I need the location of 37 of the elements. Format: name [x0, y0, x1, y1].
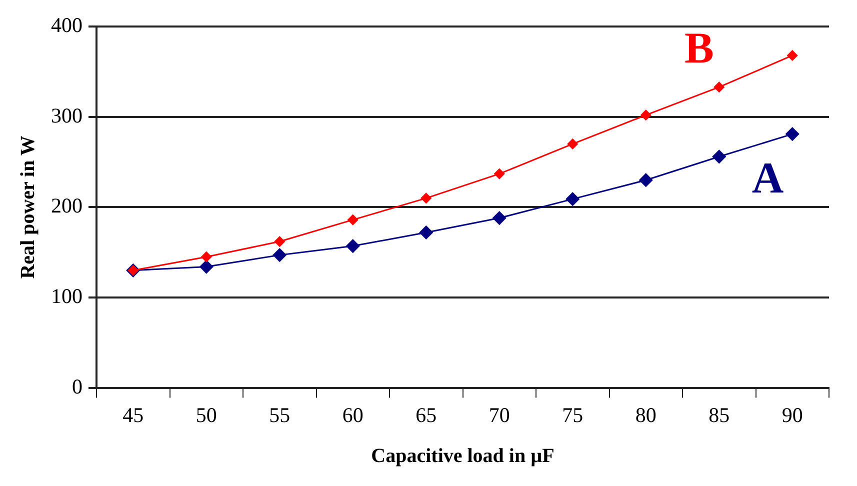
y-tick-label: 0	[72, 374, 82, 398]
point	[639, 173, 653, 187]
point	[419, 226, 433, 240]
point	[492, 211, 506, 225]
point	[786, 127, 800, 141]
point	[348, 214, 358, 226]
point	[346, 239, 360, 253]
x-tick-label: 45	[122, 402, 144, 427]
y-tick-label: 400	[51, 13, 82, 38]
point	[200, 260, 214, 274]
point	[272, 248, 286, 262]
x-axis-title: Capacitive load in µF	[371, 445, 554, 468]
series-label: A	[752, 154, 784, 203]
x-tick-label: 85	[708, 402, 730, 427]
point	[420, 192, 432, 204]
point	[274, 236, 285, 247]
y-tick-label: 200	[51, 194, 82, 218]
x-tick-label: 80	[635, 402, 656, 427]
point	[201, 252, 212, 262]
x-tick-label: 90	[782, 402, 803, 427]
series-label: B	[684, 23, 714, 72]
x-tick-label: 55	[269, 402, 290, 427]
point	[714, 82, 724, 92]
x-tick-label: 75	[562, 402, 584, 427]
x-tick-label: 50	[196, 402, 217, 427]
x-tick-label: 70	[488, 402, 510, 427]
point	[566, 192, 580, 206]
point	[494, 168, 505, 180]
y-tick-label: 100	[51, 284, 82, 308]
point	[567, 138, 578, 150]
x-tick-label: 65	[416, 402, 437, 427]
point	[712, 150, 726, 164]
x-tick-label: 60	[342, 402, 364, 427]
point	[787, 50, 798, 61]
y-axis-title: Real power in W	[17, 136, 40, 279]
point	[640, 110, 652, 120]
y-tick-label: 300	[51, 103, 82, 128]
